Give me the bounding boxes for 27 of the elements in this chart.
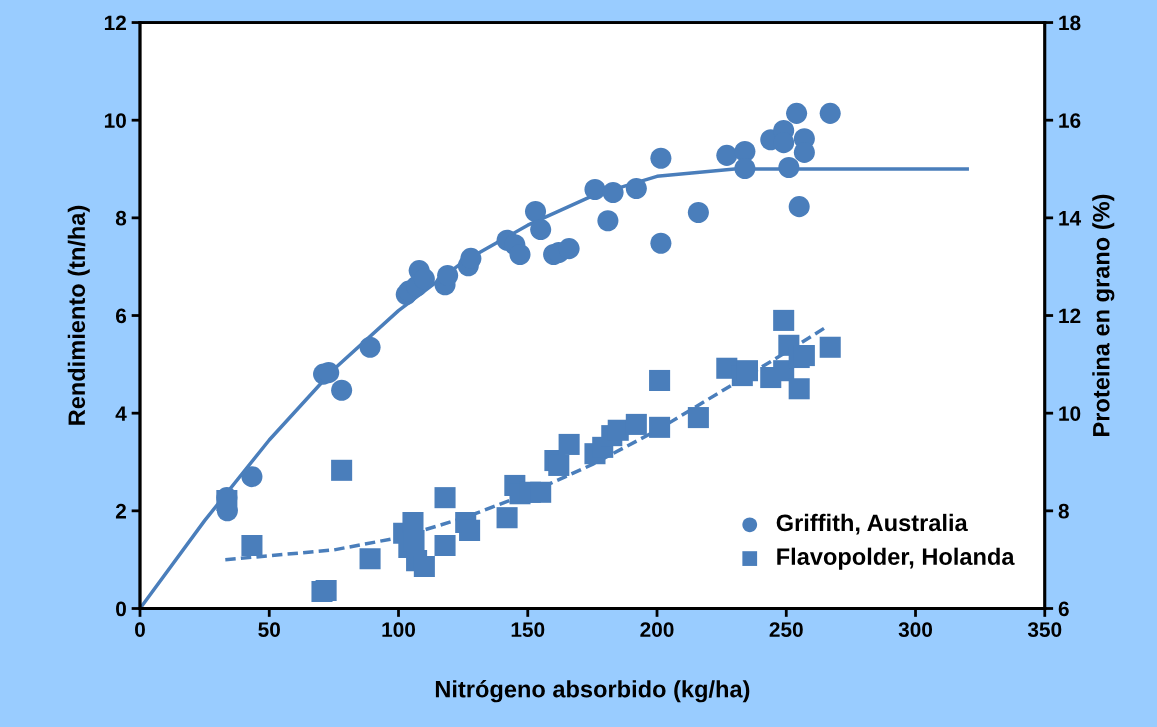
y2-tick-label: 16 (1059, 113, 1081, 128)
legend-label: Griffith, Australia (776, 513, 968, 535)
y-axis-title: Rendimiento (tn/ha) (67, 205, 90, 425)
x-tick-label: 50 (258, 622, 280, 637)
y2-tick-label: 8 (1058, 503, 1069, 519)
y-tick-label: 10 (104, 113, 126, 128)
y2-tick-label: 12 (1059, 308, 1081, 324)
y-tick-label: 0 (116, 601, 126, 617)
legend-label: Flavopolder, Holanda (777, 547, 1015, 570)
y-tick-label: 8 (115, 210, 127, 226)
y2-tick-label: 18 (1059, 15, 1081, 31)
x-tick-label: 350 (1027, 622, 1062, 638)
y2-tick-label: 6 (1058, 601, 1069, 617)
y2-tick-label: 14 (1059, 211, 1082, 226)
x-tick-label: 150 (511, 622, 545, 637)
y2-axis-title: Proteina en grano (%) (1092, 194, 1115, 436)
x-tick-label: 300 (898, 622, 933, 638)
y2-tick-label: 10 (1059, 406, 1081, 421)
y-tick-label: 6 (115, 308, 127, 324)
x-axis-title: Nitrógeno absorbido (kg/ha) (435, 680, 750, 703)
x-tick-label: 0 (135, 622, 145, 637)
x-tick-label: 100 (382, 622, 416, 637)
y-tick-label: 2 (115, 503, 126, 519)
y-tick-label: 4 (115, 406, 127, 421)
y-tick-label: 12 (104, 15, 126, 31)
x-tick-label: 200 (640, 622, 674, 637)
x-tick-label: 250 (769, 622, 803, 637)
